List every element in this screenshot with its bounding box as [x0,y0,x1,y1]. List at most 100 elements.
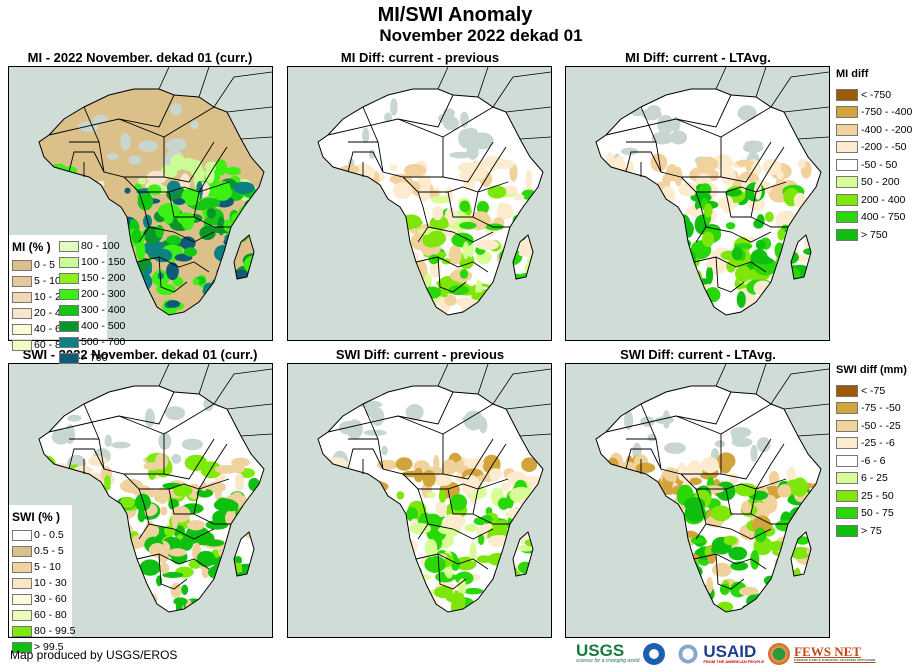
country-border [168,488,200,515]
map-patch [445,566,454,579]
map-patch [801,292,821,305]
map-patch [166,262,179,281]
map-patch [532,576,542,585]
map-patch [478,534,485,546]
map-patch [475,239,500,250]
country-border [655,438,721,475]
map-patch [463,587,484,595]
legend-mi-diff: MI diff < -750 -750 - -400 -400 - -200 -200… [836,68,912,244]
country-border [720,137,772,183]
map-patch [499,568,522,588]
map-patch [603,190,627,198]
map-patch [401,542,411,552]
map-patch [704,287,721,303]
map-patch [670,116,681,133]
legend-swatch [836,88,858,101]
map-patch [754,257,774,265]
map-patch [464,524,478,533]
legend-label: -50 - 50 [861,158,898,171]
map-patch [166,235,182,245]
map-patch [137,509,146,523]
map-patch [210,592,233,608]
map-patch [243,255,263,274]
country-border [198,443,228,490]
map-patch [674,603,692,610]
map-patch [498,597,514,607]
map-patch [93,114,109,124]
map-patch [243,199,257,219]
legend-item: 200 - 300 [59,286,125,302]
map-patch [216,267,236,275]
map-patch [228,224,250,243]
map-patch [508,530,522,537]
map-patch [400,214,422,230]
map-patch [628,477,652,488]
map-patch [524,279,543,294]
legend-item: 6 - 25 [836,470,907,488]
map-patch [448,285,469,296]
legend-swatch [836,507,858,520]
country-border [447,191,479,218]
legend-swatch [59,288,79,300]
map-patch [166,300,181,308]
map-patch [329,172,339,185]
map-patch [497,301,515,309]
map-patch [241,276,249,296]
map-patch [113,587,133,601]
map-patch [134,493,151,512]
map-patch [686,184,697,196]
map-patch [205,166,215,184]
country-border [158,256,188,293]
map-patch [88,455,108,467]
map-patch [249,582,257,594]
map-patch [528,577,543,595]
country-border [98,141,164,178]
legend-label: 25 - 50 [861,489,894,502]
legend-item: 80 - 100 [59,238,120,254]
map-patch [172,198,186,206]
map-patch [240,595,264,611]
panel-title-swi-diff-previous: SWI Diff: current - previous [335,347,505,362]
map-patch [527,565,536,581]
map-patch [455,592,466,612]
map-patch [427,230,447,247]
map-patch [156,575,163,587]
map-patch [459,200,471,213]
map-patch [123,294,139,312]
map-patch [405,264,417,281]
country-border [427,523,494,540]
legend-title: SWI (% ) [12,510,60,524]
map-patch [662,410,671,429]
map-patch [749,599,772,612]
map-patch [744,602,766,611]
map-patch [435,500,447,518]
map-patch [680,554,689,568]
country-border [437,256,467,293]
map-patch [523,214,543,232]
map-patch [810,276,821,289]
map-patch [718,456,732,474]
map-patch [370,407,385,427]
map-patch [403,163,427,177]
map-patch [710,505,732,522]
map-patch [480,514,493,524]
country-border [693,553,767,570]
panel-title-mi-diff-previous: MI Diff: current - previous [340,50,500,65]
map-patch [246,573,262,592]
country-border [138,488,150,540]
country-border [693,256,767,273]
map-patch [156,283,176,296]
map-patch [494,284,514,292]
country-border [705,523,772,540]
legend-swatch [59,256,79,268]
map-patch [797,300,806,311]
map-patch [425,598,440,605]
legend-label: 20 - 40 [34,307,67,319]
map-patch [173,597,188,606]
legend-label: 400 - 750 [861,211,906,224]
map-patch [64,483,88,503]
map-patch [525,169,533,190]
usaid-logo: USAID FROM THE AMERICAN PEOPLE [703,641,765,664]
map-patch [688,278,699,298]
map-patch [711,562,732,577]
